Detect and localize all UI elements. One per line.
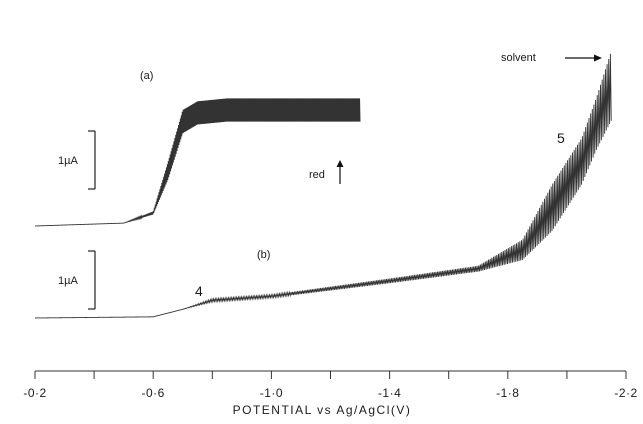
- scale-bar-b-label: 1µA: [58, 275, 78, 287]
- x-ticks: [34, 371, 627, 379]
- x-tick-label: -0·6: [142, 386, 165, 400]
- curve-a-trace: [34, 98, 361, 227]
- wave-5-label: 5: [557, 130, 565, 146]
- curve-b: [34, 53, 612, 319]
- scale-bar-a-label: 1µA: [58, 155, 78, 167]
- x-tick-label: -1·4: [378, 386, 401, 400]
- x-tick-label: -2·2: [614, 386, 637, 400]
- curve-a-label: (a): [140, 70, 153, 82]
- scale-bar-a: 1µA: [58, 130, 96, 190]
- curve-a: [34, 98, 361, 227]
- solvent-arrow-icon: [565, 54, 602, 62]
- x-axis-title: POTENTIAL vs Ag/AgCl(V): [233, 403, 412, 417]
- curve-b-label: (b): [257, 249, 270, 261]
- solvent-label: solvent: [501, 52, 536, 64]
- x-tick-label: -0·2: [23, 386, 46, 400]
- scale-bar-b: 1µA: [58, 250, 96, 310]
- red-arrow-icon: [336, 160, 344, 184]
- wave-4-label: 4: [195, 283, 203, 299]
- x-tick-label: -1·0: [260, 386, 283, 400]
- curve-b-trace: [34, 53, 612, 319]
- red-label: red: [309, 169, 325, 181]
- x-tick-labels: -0·2 -0·6 -1·0 -1·4 -1·8 -2·2: [23, 386, 637, 400]
- x-tick-label: -1·8: [496, 386, 519, 400]
